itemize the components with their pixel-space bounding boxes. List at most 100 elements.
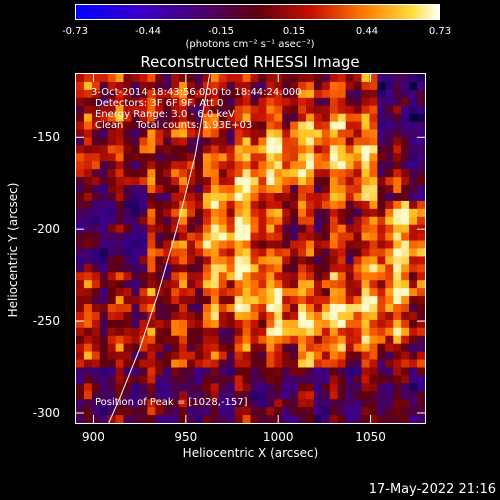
heatmap-cell	[377, 415, 386, 423]
heatmap-cell	[329, 351, 339, 360]
heatmap-cell	[321, 129, 331, 138]
heatmap-cell	[313, 399, 323, 408]
heatmap-cell	[345, 74, 354, 83]
heatmap-cell	[107, 391, 116, 400]
heatmap-cell	[321, 208, 331, 218]
heatmap-cell	[401, 359, 410, 368]
heatmap-cell	[131, 192, 140, 202]
heatmap-cell	[155, 288, 164, 297]
heatmap-cell	[226, 145, 235, 154]
heatmap-cell	[401, 407, 410, 416]
heatmap-cell	[131, 351, 140, 360]
heatmap-cell	[234, 129, 243, 138]
heatmap-cell	[76, 367, 85, 376]
heatmap-cell	[266, 367, 275, 376]
heatmap-cell	[282, 256, 291, 265]
heatmap-cell	[218, 129, 227, 138]
heatmap-cell	[123, 327, 132, 337]
heatmap-cell	[179, 105, 188, 114]
heatmap-cell	[321, 304, 331, 313]
heatmap-cell	[258, 192, 267, 202]
heatmap-cell	[353, 89, 362, 99]
heatmap-cell	[250, 351, 259, 360]
heatmap-cell	[306, 311, 315, 321]
heatmap-cell	[258, 335, 267, 344]
heatmap-cell	[210, 359, 220, 368]
heatmap-cell	[147, 192, 156, 202]
heatmap-cell	[337, 288, 346, 297]
heatmap-cell	[282, 367, 291, 376]
heatmap-cell	[361, 351, 370, 360]
heatmap-cell	[139, 407, 148, 416]
heatmap-cell	[123, 81, 132, 91]
heatmap-cell	[107, 319, 116, 329]
heatmap-cell	[123, 304, 132, 313]
heatmap-cell	[99, 272, 109, 281]
heatmap-cell	[401, 304, 410, 313]
heatmap-cell	[250, 383, 259, 392]
heatmap-cell	[194, 121, 204, 130]
heatmap-cell	[99, 319, 109, 329]
heatmap-cell	[155, 264, 164, 273]
colorbar-tick-label: -0.44	[135, 26, 161, 37]
heatmap-cell	[401, 256, 410, 265]
heatmap-cell	[298, 407, 307, 416]
heatmap-cell	[210, 177, 220, 186]
heatmap-cell	[393, 415, 402, 423]
heatmap-cell	[194, 288, 204, 297]
heatmap-cell	[337, 169, 346, 178]
heatmap-cell	[99, 177, 109, 186]
heatmap-cell	[250, 391, 259, 400]
heatmap-cell	[266, 304, 275, 313]
heatmap-cell	[83, 256, 93, 265]
heatmap-cell	[179, 280, 188, 289]
heatmap-cell	[353, 311, 362, 321]
heatmap-cell	[329, 74, 339, 83]
heatmap-cell	[139, 304, 148, 313]
heatmap-cell	[377, 327, 386, 337]
heatmap-cell	[131, 256, 140, 265]
heatmap-cell	[329, 185, 339, 194]
heatmap-cell	[250, 415, 259, 423]
heatmap-cell	[115, 208, 124, 218]
heatmap-cell	[290, 415, 299, 423]
heatmap-cell	[202, 280, 212, 289]
heatmap-cell	[107, 185, 116, 194]
heatmap-cell	[155, 137, 164, 146]
heatmap-cell	[361, 343, 370, 352]
heatmap-cell	[218, 145, 227, 154]
heatmap-cell	[409, 153, 418, 162]
heatmap-cell	[107, 367, 116, 376]
heatmap-cell	[274, 240, 283, 249]
heatmap-cell	[234, 89, 243, 99]
heatmap-cell	[187, 367, 196, 376]
heatmap-cell	[83, 216, 93, 225]
heatmap-cell	[274, 153, 283, 162]
heatmap-cell	[417, 185, 425, 194]
heatmap-cell	[377, 319, 386, 329]
heatmap-cell	[282, 89, 291, 99]
heatmap-cell	[258, 81, 267, 91]
heatmap-cell	[226, 383, 235, 392]
heatmap-cell	[409, 391, 418, 400]
heatmap-cell	[218, 200, 227, 210]
heatmap-cell	[258, 153, 267, 162]
heatmap-cell	[187, 208, 196, 218]
heatmap-cell	[313, 137, 323, 146]
heatmap-cell	[123, 335, 132, 344]
heatmap-cell	[194, 359, 204, 368]
heatmap-cell	[131, 415, 140, 423]
heatmap-cell	[417, 208, 425, 218]
heatmap-cell	[298, 89, 307, 99]
heatmap-cell	[83, 89, 93, 99]
heatmap-cell	[218, 185, 227, 194]
heatmap-cell	[107, 327, 116, 337]
heatmap-cell	[393, 129, 402, 138]
heatmap-cell	[179, 248, 188, 257]
heatmap-cell	[377, 240, 386, 249]
heatmap-cell	[123, 200, 132, 210]
heatmap-cell	[290, 192, 299, 202]
heatmap-cell	[218, 367, 227, 376]
heatmap-cell	[155, 256, 164, 265]
heatmap-cell	[321, 105, 331, 114]
